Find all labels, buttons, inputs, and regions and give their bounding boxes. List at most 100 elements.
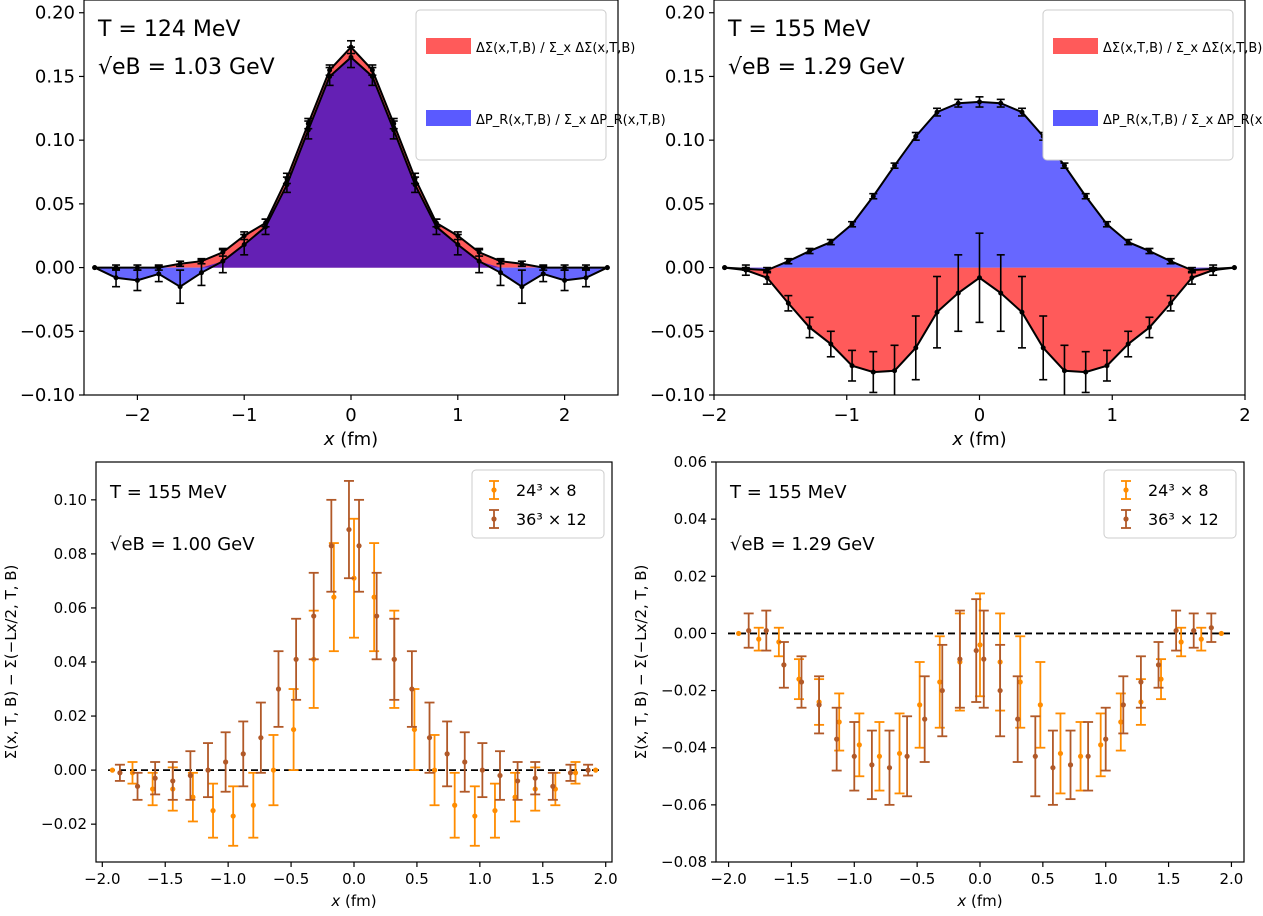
data-point bbox=[1146, 248, 1152, 254]
data-point-fine bbox=[1100, 706, 1111, 772]
x-tick-label: 2.0 bbox=[594, 870, 618, 888]
x-axis-label: x (fm) bbox=[323, 429, 378, 450]
y-tick-label: −0.10 bbox=[650, 385, 705, 406]
legend-entry: 36³ × 12 bbox=[1148, 510, 1219, 529]
marker bbox=[190, 794, 196, 800]
marker bbox=[452, 802, 458, 808]
marker bbox=[904, 753, 910, 759]
data-point bbox=[583, 275, 589, 281]
legend-marker bbox=[1123, 487, 1129, 493]
marker bbox=[937, 679, 943, 685]
y-tick-label: 0.05 bbox=[665, 194, 705, 215]
y-tick-label: 0.15 bbox=[665, 66, 705, 87]
data-point bbox=[1104, 221, 1110, 227]
data-point bbox=[412, 182, 418, 188]
data-point bbox=[764, 275, 770, 281]
data-point-fine bbox=[919, 675, 930, 763]
data-point-coarse bbox=[1015, 635, 1026, 729]
marker bbox=[836, 719, 842, 725]
x-tick-label: 0.5 bbox=[1031, 870, 1055, 888]
data-point-coarse bbox=[854, 712, 865, 778]
y-tick-label: 0.10 bbox=[665, 130, 705, 151]
data-point-coarse bbox=[593, 767, 599, 773]
x-tick-label: 2 bbox=[1239, 405, 1250, 426]
data-point bbox=[828, 239, 834, 245]
data-point-fine bbox=[255, 701, 266, 774]
data-point-fine bbox=[796, 655, 807, 709]
legend-entry: 36³ × 12 bbox=[516, 510, 587, 529]
data-point bbox=[134, 265, 140, 271]
data-point-fine bbox=[273, 650, 284, 728]
data-point-fine bbox=[530, 761, 541, 796]
x-axis-label: x (fm) bbox=[956, 892, 1002, 910]
marker bbox=[917, 702, 923, 708]
data-point bbox=[455, 242, 461, 248]
data-point-fine bbox=[1047, 729, 1058, 806]
legend: ΔΣ(x,T,B) / Σ_x ΔΣ(x,T,B) ΔP_R(x,T,B) / Σ… bbox=[415, 9, 666, 161]
marker bbox=[462, 759, 468, 765]
x-tick-label: 1.0 bbox=[468, 870, 492, 888]
x-tick-label: −1.0 bbox=[836, 870, 872, 888]
data-point bbox=[177, 261, 183, 267]
data-point bbox=[1019, 309, 1025, 315]
data-point-coarse bbox=[753, 626, 764, 652]
marker bbox=[851, 753, 857, 759]
data-point bbox=[540, 271, 546, 277]
data-point-coarse bbox=[874, 721, 885, 792]
data-point-coarse bbox=[187, 771, 198, 823]
data-point-coarse bbox=[449, 771, 460, 839]
area-series-1 bbox=[724, 101, 1235, 271]
legend-marker bbox=[1123, 516, 1129, 522]
data-point-fine bbox=[1135, 655, 1146, 709]
x-tick-label: −1.0 bbox=[210, 870, 246, 888]
marker bbox=[973, 647, 979, 654]
marker bbox=[1138, 679, 1144, 685]
data-point-fine bbox=[150, 761, 161, 796]
x-tick-label: 1 bbox=[452, 405, 463, 426]
data-point bbox=[785, 258, 791, 264]
x-tick-label: 2 bbox=[559, 405, 570, 426]
marker bbox=[977, 642, 983, 648]
marker bbox=[187, 772, 193, 779]
marker bbox=[497, 772, 503, 779]
data-point-fine bbox=[1030, 715, 1041, 798]
field-annotation: √eB = 1.29 GeV bbox=[730, 534, 875, 555]
data-point bbox=[1210, 266, 1216, 272]
marker bbox=[311, 613, 317, 619]
x-axis-label: x (fm) bbox=[330, 892, 376, 910]
data-point bbox=[977, 275, 982, 281]
data-point-coarse bbox=[1075, 721, 1086, 792]
x-tick-label: −2 bbox=[124, 405, 151, 426]
data-point-coarse bbox=[248, 771, 259, 839]
data-point bbox=[828, 341, 834, 347]
data-point bbox=[519, 261, 525, 267]
marker bbox=[391, 656, 397, 662]
marker bbox=[756, 636, 762, 642]
y-tick-label: −0.05 bbox=[650, 321, 705, 342]
marker bbox=[134, 783, 141, 789]
x-tick-label: −1.5 bbox=[147, 870, 183, 888]
marker bbox=[572, 770, 579, 776]
marker bbox=[374, 613, 380, 619]
data-point-coarse bbox=[228, 785, 239, 847]
y-tick-label: −0.06 bbox=[661, 796, 707, 814]
data-point bbox=[562, 277, 568, 283]
data-point-fine bbox=[583, 763, 594, 777]
marker bbox=[346, 526, 352, 533]
legend-box bbox=[471, 469, 605, 539]
x-tick-label: −2.0 bbox=[710, 870, 746, 888]
x-tick-label: 0 bbox=[974, 405, 985, 426]
x-tick-label: −0.5 bbox=[899, 870, 935, 888]
legend-marker bbox=[491, 516, 497, 522]
marker bbox=[1191, 627, 1197, 634]
temperature-annotation: T = 155 MeV bbox=[729, 482, 847, 503]
marker bbox=[1037, 702, 1043, 708]
marker bbox=[371, 594, 377, 600]
data-point-fine bbox=[424, 701, 435, 774]
data-point bbox=[327, 73, 333, 79]
x-tick-label: −2.0 bbox=[84, 870, 120, 888]
marker bbox=[869, 762, 875, 768]
data-point bbox=[892, 163, 898, 169]
marker bbox=[1218, 630, 1224, 637]
data-point bbox=[1083, 193, 1089, 199]
